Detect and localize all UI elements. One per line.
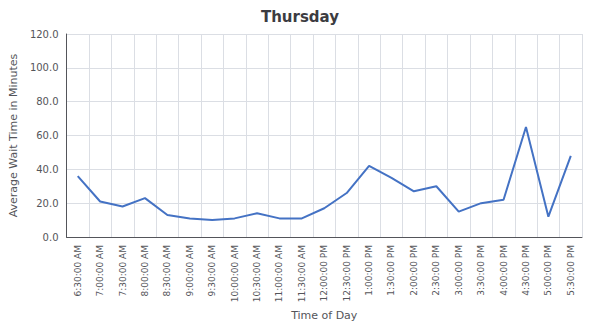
svg-text:7:30:00 AM: 7:30:00 AM xyxy=(118,245,128,296)
svg-text:Thursday: Thursday xyxy=(261,8,339,26)
svg-text:6:30:00 AM: 6:30:00 AM xyxy=(73,245,83,296)
svg-text:3:00:00 PM: 3:00:00 PM xyxy=(454,245,464,296)
svg-text:1:00:00 PM: 1:00:00 PM xyxy=(364,245,374,296)
svg-text:2:30:00 PM: 2:30:00 PM xyxy=(431,245,441,296)
svg-text:2:00:00 PM: 2:00:00 PM xyxy=(409,245,419,296)
svg-text:80.0: 80.0 xyxy=(36,96,58,107)
svg-text:0.0: 0.0 xyxy=(43,232,59,243)
svg-text:4:00:00 PM: 4:00:00 PM xyxy=(499,245,509,296)
svg-text:Time of Day: Time of Day xyxy=(290,309,358,322)
svg-text:8:30:00 AM: 8:30:00 AM xyxy=(162,245,172,296)
svg-text:10:30:00 AM: 10:30:00 AM xyxy=(252,245,262,302)
svg-text:7:00:00 AM: 7:00:00 AM xyxy=(95,245,105,296)
svg-text:5:00:00 PM: 5:00:00 PM xyxy=(543,245,553,296)
svg-text:9:30:00 AM: 9:30:00 AM xyxy=(207,245,217,296)
svg-text:1:30:00 PM: 1:30:00 PM xyxy=(386,245,396,296)
svg-text:100.0: 100.0 xyxy=(30,62,59,73)
svg-text:10:00:00 AM: 10:00:00 AM xyxy=(230,245,240,302)
svg-text:3:30:00 PM: 3:30:00 PM xyxy=(476,245,486,296)
svg-text:11:30:00 AM: 11:30:00 AM xyxy=(297,245,307,302)
svg-text:60.0: 60.0 xyxy=(36,130,58,141)
svg-text:12:30:00 PM: 12:30:00 PM xyxy=(342,245,352,301)
svg-text:5:30:00 PM: 5:30:00 PM xyxy=(566,245,576,296)
svg-text:12:00:00 PM: 12:00:00 PM xyxy=(319,245,329,301)
svg-text:4:30:00 PM: 4:30:00 PM xyxy=(521,245,531,296)
svg-text:Average Wait Time in Minutes: Average Wait Time in Minutes xyxy=(7,53,20,217)
svg-text:9:00:00 AM: 9:00:00 AM xyxy=(185,245,195,296)
svg-text:8:00:00 AM: 8:00:00 AM xyxy=(140,245,150,296)
svg-text:20.0: 20.0 xyxy=(36,198,58,209)
svg-text:40.0: 40.0 xyxy=(36,164,58,175)
svg-text:120.0: 120.0 xyxy=(30,29,59,40)
svg-text:11:00:00 AM: 11:00:00 AM xyxy=(274,245,284,302)
